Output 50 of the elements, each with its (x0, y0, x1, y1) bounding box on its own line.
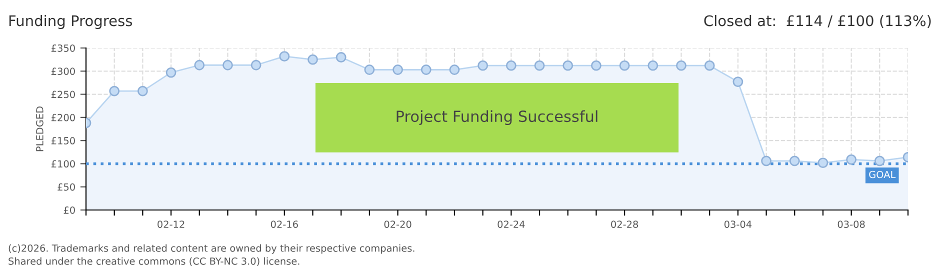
point (137, 86, 148, 96)
annotation: Project Funding Successful (396, 110, 598, 126)
text: Shared under the creative commons (CC BY-NC 3.0) license. (8, 257, 300, 266)
x-tick-label: 03-08 (838, 220, 865, 228)
y-tick-label: £300 (51, 68, 75, 75)
point (732, 76, 744, 87)
chart-title: Funding Progress (9, 14, 132, 30)
point (194, 60, 205, 70)
x-tick-label: 02-24 (498, 220, 525, 228)
point (478, 60, 488, 71)
point (166, 67, 176, 78)
point (336, 52, 346, 62)
point (591, 60, 602, 71)
x-tick-label: 02-28 (611, 220, 638, 228)
y-tick-label: £350 (51, 44, 75, 52)
point (789, 156, 800, 166)
y-tick-label: £0 (64, 206, 75, 214)
point (364, 64, 375, 75)
y-tick-label: £250 (51, 90, 75, 98)
point (279, 51, 290, 62)
y-axis-title: PLEDGED (36, 106, 44, 152)
x-tick-label: 03-04 (724, 220, 752, 228)
x-tick-label: 02-12 (158, 220, 184, 228)
point (109, 86, 120, 96)
point (648, 60, 658, 71)
y-tick-label: £200 (51, 114, 75, 122)
point (222, 60, 233, 70)
point (874, 156, 885, 166)
point (818, 158, 828, 168)
point (534, 60, 545, 71)
y-tick-label: £100 (51, 160, 75, 168)
x-tick-label: 02-20 (384, 220, 412, 228)
point (308, 54, 318, 65)
point (250, 60, 262, 70)
point (846, 154, 857, 165)
ref-line-label: GOAL (869, 170, 896, 178)
point (449, 64, 460, 75)
x-tick-label: 02-16 (270, 220, 298, 228)
point (761, 156, 772, 166)
point (562, 60, 574, 71)
y-tick-label: £150 (51, 137, 75, 144)
chart-subtitle: Closed at: £114 / £100 (113%) (704, 14, 931, 28)
point (619, 60, 630, 71)
point (704, 60, 715, 71)
point (420, 64, 432, 75)
point (392, 64, 403, 75)
text: (c)2026. Trademarks and related content are owned by their respective companies. (8, 244, 414, 254)
point (676, 60, 686, 71)
y-tick-label: £50 (58, 183, 75, 191)
point (506, 60, 516, 71)
